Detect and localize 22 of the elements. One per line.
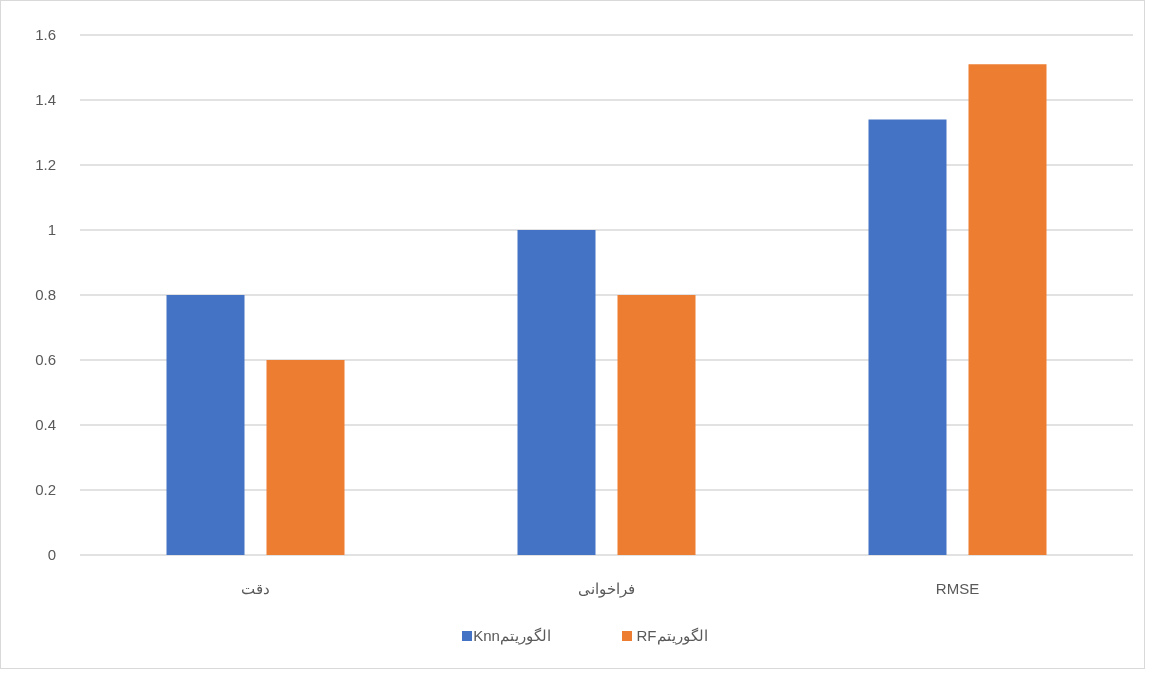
y-tick-label: 0.4 bbox=[35, 416, 56, 433]
x-tick-label: دقت bbox=[241, 580, 270, 597]
x-tick-label: فراخوانی bbox=[578, 580, 635, 598]
bar bbox=[166, 295, 245, 555]
y-tick-label: 0.6 bbox=[35, 351, 56, 368]
legend-item: الگوریتمRF bbox=[622, 627, 708, 644]
legend-label: الگوریتمRF bbox=[636, 627, 708, 645]
y-tick-label: 1.4 bbox=[35, 91, 56, 108]
y-tick-label: 1 bbox=[47, 221, 56, 238]
y-tick-label: 1.2 bbox=[35, 156, 56, 173]
bar bbox=[617, 295, 696, 555]
legend-item: الگوریتمKnn bbox=[462, 627, 551, 644]
bar bbox=[968, 64, 1047, 555]
bar bbox=[266, 360, 345, 555]
y-tick-label: 1.6 bbox=[35, 26, 56, 43]
y-tick-label: 0 bbox=[47, 546, 56, 563]
y-tick-label: 0.8 bbox=[35, 286, 56, 303]
x-tick-label: RMSE bbox=[935, 580, 980, 597]
bar bbox=[517, 230, 596, 555]
bar bbox=[868, 119, 947, 555]
y-tick-label: 0.2 bbox=[35, 481, 56, 498]
legend-label: الگوریتمKnn bbox=[473, 627, 551, 645]
